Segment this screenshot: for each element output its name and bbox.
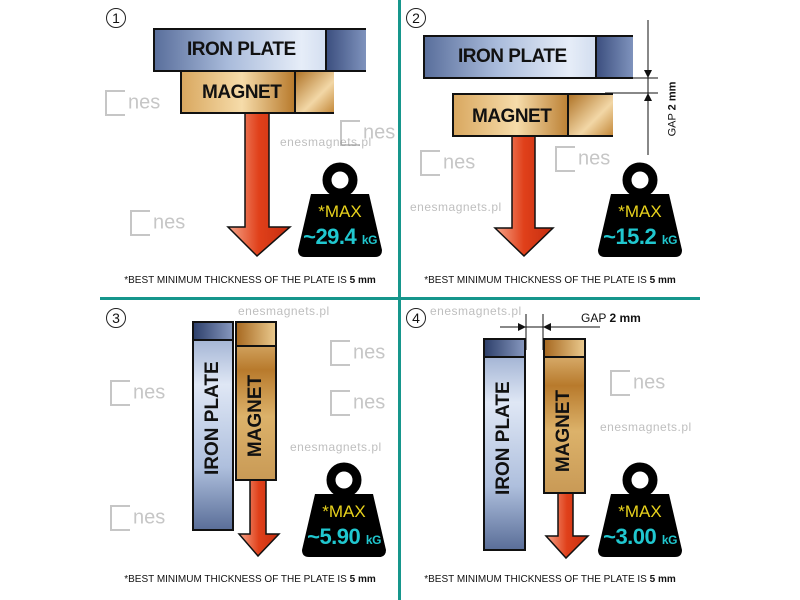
watermark-logo: nes	[330, 390, 385, 416]
panel-number: 2	[406, 8, 426, 28]
force-arrow	[226, 112, 292, 258]
panel-number: 4	[406, 308, 426, 328]
footnote: *BEST MINIMUM THICKNESS OF THE PLATE IS …	[124, 275, 376, 286]
magnet-label: MAGNET	[202, 82, 282, 103]
weight-badge: *MAX ~29.4 kG	[297, 162, 383, 258]
watermark-logo: nes	[130, 210, 185, 236]
weight-badge: *MAX ~3.00 kG	[597, 462, 683, 558]
watermark-site: enesmagnets.pl	[430, 304, 522, 318]
watermark-site: enesmagnets.pl	[600, 420, 692, 434]
panel-number: 1	[106, 8, 126, 28]
iron-plate	[192, 321, 234, 531]
watermark-site: enesmagnets.pl	[290, 440, 382, 454]
weight-badge: *MAX ~5.90 kG	[301, 462, 387, 558]
weight-icon	[298, 162, 382, 257]
footnote: *BEST MINIMUM THICKNESS OF THE PLATE IS …	[424, 574, 676, 585]
gap-dimension	[605, 20, 658, 155]
panel-number: 3	[106, 308, 126, 328]
weight-icon	[598, 162, 682, 257]
magnet-label: MAGNET	[553, 389, 574, 473]
iron-plate	[483, 338, 526, 551]
magnet	[543, 338, 586, 494]
watermark-site: enesmagnets.pl	[280, 135, 372, 149]
footnote: *BEST MINIMUM THICKNESS OF THE PLATE IS …	[424, 275, 676, 286]
horizontal-divider	[100, 297, 700, 300]
watermark-logo: nes	[105, 90, 160, 116]
iron-plate	[153, 28, 366, 72]
watermark-logo: nes	[340, 120, 395, 146]
watermark-site: enesmagnets.pl	[238, 304, 330, 318]
weight-icon	[598, 462, 682, 557]
iron-plate-label: IRON PLATE	[202, 361, 223, 475]
watermark-logo: nes	[110, 380, 165, 406]
max-label: *MAX	[618, 202, 662, 221]
magnet	[452, 93, 613, 137]
force-arrow	[493, 136, 555, 258]
max-label: *MAX	[318, 202, 362, 221]
watermark-logo: nes	[420, 150, 475, 176]
magnet	[235, 321, 277, 481]
watermark-logo: nes	[330, 340, 385, 366]
iron-plate-label: IRON PLATE	[493, 381, 514, 495]
magnet	[180, 70, 334, 114]
footnote: *BEST MINIMUM THICKNESS OF THE PLATE IS …	[124, 574, 376, 585]
max-value: ~3.00 kG	[603, 524, 677, 549]
iron-plate-label: IRON PLATE	[458, 46, 567, 67]
force-arrow	[544, 492, 590, 560]
gap-label: GAP 2 mm	[666, 81, 679, 137]
max-value: ~29.4 kG	[303, 224, 377, 249]
max-value: ~15.2 kG	[603, 224, 677, 249]
iron-plate-label: IRON PLATE	[187, 39, 296, 60]
iron-plate	[423, 35, 633, 79]
magnet-label: MAGNET	[245, 374, 266, 458]
weight-icon	[302, 462, 386, 557]
weight-badge: *MAX ~15.2 kG	[597, 162, 683, 258]
max-value: ~5.90 kG	[307, 524, 381, 549]
force-arrow	[237, 478, 281, 558]
watermark-site: enesmagnets.pl	[410, 200, 502, 214]
watermark-logo: nes	[610, 370, 665, 396]
vertical-divider	[398, 0, 401, 600]
gap-label: GAP 2 mm	[581, 311, 641, 325]
watermark-logo: nes	[555, 146, 610, 172]
max-label: *MAX	[322, 502, 366, 521]
magnet-label: MAGNET	[472, 106, 552, 127]
max-label: *MAX	[618, 502, 662, 521]
watermark-logo: nes	[110, 505, 165, 531]
